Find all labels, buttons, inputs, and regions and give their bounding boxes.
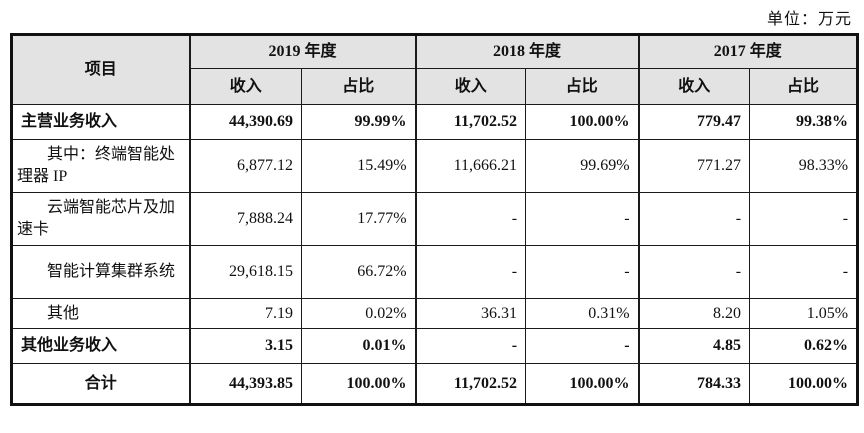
cell-value: -: [414, 328, 527, 364]
cell-value: 36.31: [414, 298, 527, 329]
cell-value: 8.20: [637, 298, 751, 329]
table-row-other-business-revenue: 其他业务收入 3.15 0.01% - - 4.85 0.62%: [10, 328, 860, 364]
table-row-total: 合计 44,393.85 100.00% 11,702.52 100.00% 7…: [10, 363, 860, 406]
cell-value: 0.01%: [300, 328, 417, 364]
cell-value: 15.49%: [300, 139, 417, 193]
cell-value: 44,390.69: [188, 104, 302, 140]
row-label: 云端智能芯片及加速卡: [10, 192, 190, 246]
cell-value: 99.99%: [300, 104, 417, 140]
cell-value: 3.15: [188, 328, 302, 364]
column-header-2018: 2018 年度: [414, 33, 640, 69]
column-header-share-2018: 占比: [525, 68, 640, 105]
cell-value: 11,702.52: [414, 363, 527, 406]
cell-value: 100.00%: [525, 363, 640, 406]
cell-value: -: [637, 192, 751, 246]
cell-value: 771.27: [637, 139, 751, 193]
cell-value: 6,877.12: [188, 139, 302, 193]
cell-value: 11,702.52: [414, 104, 527, 140]
cell-value: 7,888.24: [188, 192, 302, 246]
cell-value: 100.00%: [300, 363, 417, 406]
cell-value: 100.00%: [525, 104, 640, 140]
column-header-share-2017: 占比: [749, 68, 860, 105]
cell-value: 99.38%: [749, 104, 860, 140]
row-label: 其他: [10, 298, 190, 329]
cell-value: 784.33: [637, 363, 751, 406]
row-label: 智能计算集群系统: [10, 245, 190, 299]
table-row-other: 其他 7.19 0.02% 36.31 0.31% 8.20 1.05%: [10, 298, 860, 329]
cell-value: 66.72%: [300, 245, 417, 299]
table-row-terminal-ip: 其中：终端智能处理器 IP 6,877.12 15.49% 11,666.21 …: [10, 139, 860, 193]
column-header-item: 项目: [10, 33, 190, 105]
column-header-income-2019: 收入: [188, 68, 302, 105]
column-header-2019: 2019 年度: [188, 33, 417, 69]
cell-value: -: [414, 192, 527, 246]
cell-value: -: [637, 245, 751, 299]
cell-value: 7.19: [188, 298, 302, 329]
table-row-cloud-chip: 云端智能芯片及加速卡 7,888.24 17.77% - - - -: [10, 192, 860, 246]
cell-value: -: [749, 192, 860, 246]
cell-value: 0.02%: [300, 298, 417, 329]
column-header-2017: 2017 年度: [637, 33, 860, 69]
cell-value: 1.05%: [749, 298, 860, 329]
cell-value: -: [525, 328, 640, 364]
cell-value: 98.33%: [749, 139, 860, 193]
cell-value: -: [525, 192, 640, 246]
row-label: 其他业务收入: [10, 328, 190, 364]
row-label: 其中：终端智能处理器 IP: [10, 139, 190, 193]
cell-value: 779.47: [637, 104, 751, 140]
revenue-table: 项目 2019 年度 2018 年度 2017 年度 收入 占比 收入 占比 收…: [10, 33, 860, 406]
unit-label: 单位：万元: [766, 11, 852, 28]
cell-value: 29,618.15: [188, 245, 302, 299]
table-row-cluster-system: 智能计算集群系统 29,618.15 66.72% - - - -: [10, 245, 860, 299]
table-header-metrics: 收入 占比 收入 占比 收入 占比: [12, 68, 860, 105]
cell-value: 4.85: [637, 328, 751, 364]
column-header-income-2017: 收入: [637, 68, 751, 105]
cell-value: -: [749, 245, 860, 299]
cell-value: 0.31%: [525, 298, 640, 329]
column-header-income-2018: 收入: [414, 68, 527, 105]
column-header-share-2019: 占比: [300, 68, 417, 105]
row-label: 合计: [10, 363, 190, 406]
cell-value: 44,393.85: [188, 363, 302, 406]
cell-value: 0.62%: [749, 328, 860, 364]
cell-value: 100.00%: [749, 363, 860, 406]
table-header-years: 项目 2019 年度 2018 年度 2017 年度: [10, 33, 860, 105]
cell-value: 17.77%: [300, 192, 417, 246]
table-row-main-revenue: 主营业务收入 44,390.69 99.99% 11,702.52 100.00…: [10, 104, 860, 140]
row-label: 主营业务收入: [10, 104, 190, 140]
cell-value: -: [525, 245, 640, 299]
cell-value: -: [414, 245, 527, 299]
cell-value: 11,666.21: [414, 139, 527, 193]
cell-value: 99.69%: [525, 139, 640, 193]
